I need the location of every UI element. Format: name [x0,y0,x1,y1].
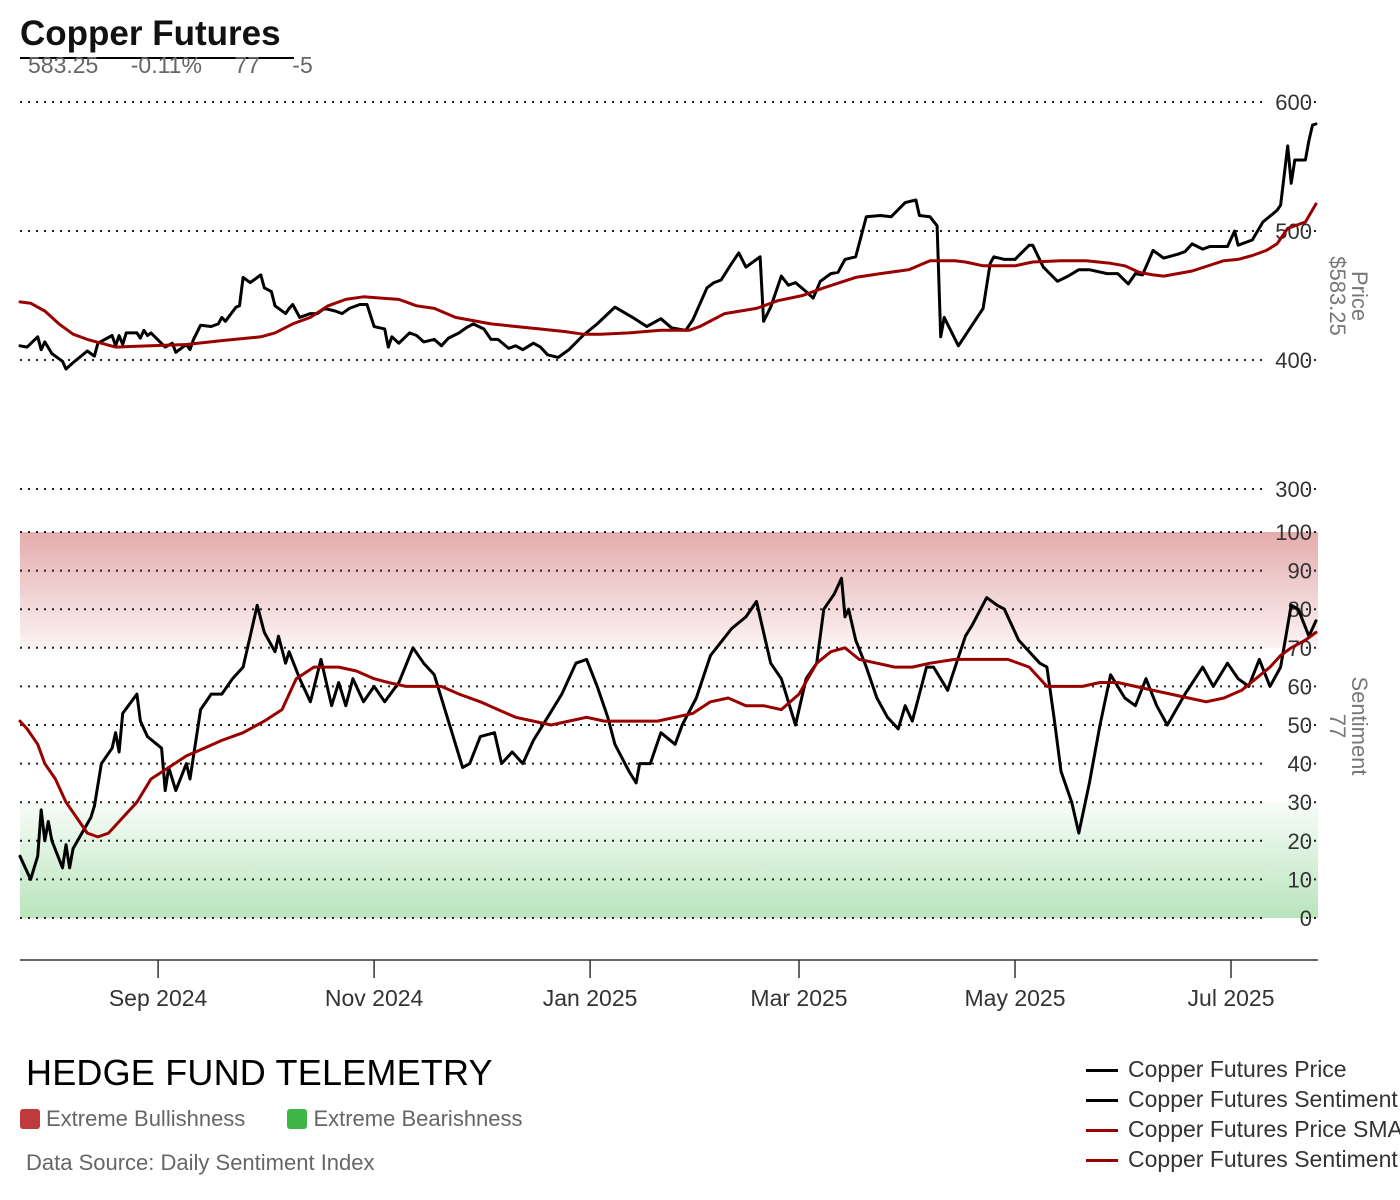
bull-key-label: Extreme Bullishness [46,1106,246,1131]
sentiment-y-tick: 50 [1288,713,1312,738]
x-tick-label: Jul 2025 [1188,985,1275,1011]
sentiment-y-tick: 40 [1288,752,1312,777]
price-y-tick: 600 [1275,90,1312,115]
sentiment-change: -5 [292,52,313,78]
legend-line-price [1086,1069,1118,1073]
sentiment-axis-value: 77 [1325,714,1350,738]
sentiment-y-tick: 30 [1288,790,1312,815]
sentiment-y-tick: 100 [1275,520,1312,545]
legend-line-sentiment-sma [1086,1159,1118,1163]
sentiment-zones [20,532,1318,918]
x-tick-label: Sep 2024 [109,985,208,1011]
x-tick-label: May 2025 [965,985,1066,1011]
bull-swatch [20,1109,40,1129]
x-tick-label: Nov 2024 [325,985,424,1011]
bear-key-label: Extreme Bearishness [313,1106,523,1131]
sentiment-y-tick: 10 [1288,867,1312,892]
bull-key: Extreme Bullishness [20,1106,245,1132]
extreme-bullishness-zone [20,532,1318,648]
copper-futures-price-sma-line [18,202,1318,349]
legend-label-price: Copper Futures Price [1128,1056,1347,1082]
gridlines [20,101,1318,919]
legend-label-price-sma: Copper Futures Price SMA [1128,1116,1400,1142]
price-y-tick: 300 [1275,477,1312,502]
legend-label-sentiment: Copper Futures Sentiment [1128,1086,1398,1112]
brand-name: HEDGE FUND TELEMETRY [26,1052,493,1093]
bear-swatch [287,1109,308,1129]
last-price: 583.25 [28,52,99,78]
sentiment-y-tick: 20 [1288,829,1312,854]
zone-key: Extreme Bullishness Extreme Bearishness [20,1106,559,1132]
legend-item-price: Copper Futures Price [1086,1054,1400,1084]
series-legend: Copper Futures Price Copper Futures Sent… [1086,1054,1400,1174]
x-tick-label: Mar 2025 [750,985,847,1011]
legend-line-sentiment [1086,1099,1118,1103]
price-axis-title: Price [1347,271,1372,321]
chart-title: Copper Futures [20,14,281,53]
plot-series [18,122,1318,881]
quote-summary: 583.25 -0.11% 77 -5 [28,52,339,79]
extreme-bearishness-zone [20,802,1318,918]
price-y-tick: 400 [1275,348,1312,373]
price-axis-value: $583.25 [1325,256,1350,336]
legend-item-sentiment-sma: Copper Futures Sentiment SMA [1086,1144,1400,1174]
bear-key: Extreme Bearishness [287,1106,523,1132]
data-source-note: Data Source: Daily Sentiment Index [26,1150,375,1175]
copper-futures-price-line [18,122,1318,371]
copper-futures-sentiment-sma-line [18,630,1318,839]
legend-item-sentiment: Copper Futures Sentiment [1086,1084,1400,1114]
copper-futures-sentiment-line [18,576,1318,881]
sentiment-y-tick: 60 [1288,674,1312,699]
price-change-percent: -0.11% [130,52,202,78]
legend-item-price-sma: Copper Futures Price SMA [1086,1114,1400,1144]
x-tick-label: Jan 2025 [543,985,638,1011]
sentiment-value: 77 [234,52,260,78]
legend-line-price-sma [1086,1129,1118,1133]
sentiment-y-tick: 90 [1288,559,1312,584]
sentiment-y-tick: 0 [1300,906,1312,931]
x-axis: Sep 2024 Nov 2024 Jan 2025 Mar 2025 May 2025… [20,959,1318,1011]
title-underline [20,57,294,59]
sentiment-axis-title: Sentiment [1347,676,1372,775]
legend-label-sentiment-sma: Copper Futures Sentiment SMA [1128,1146,1400,1172]
